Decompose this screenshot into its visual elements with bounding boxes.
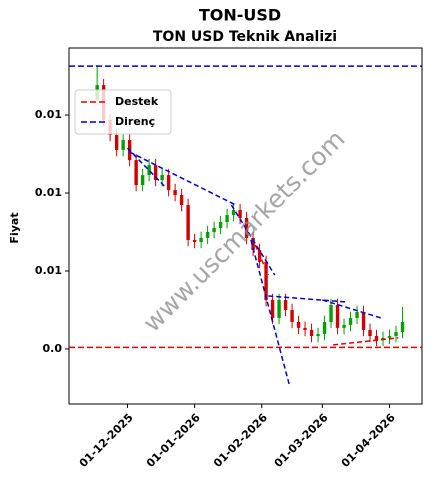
candle-body bbox=[140, 175, 145, 186]
candle-body bbox=[199, 237, 203, 242]
trend-line bbox=[268, 295, 347, 303]
candle-body bbox=[322, 321, 327, 334]
plot-frame bbox=[68, 47, 423, 405]
candle-body bbox=[361, 311, 366, 330]
candle-body bbox=[186, 205, 190, 240]
candle-body bbox=[238, 210, 242, 218]
candle-body bbox=[400, 321, 405, 332]
x-tick-label: 01-12-2025 bbox=[77, 411, 136, 470]
y-tick-label: 0.0 bbox=[43, 342, 63, 355]
candle-body bbox=[225, 215, 229, 223]
candle-body bbox=[121, 140, 125, 150]
trend-line bbox=[333, 337, 399, 346]
candle-body bbox=[173, 190, 177, 196]
trend-line bbox=[250, 239, 291, 388]
candle-body bbox=[134, 160, 138, 186]
candle-body bbox=[303, 327, 307, 330]
candle-body bbox=[205, 232, 210, 238]
legend-label: Direnç bbox=[115, 115, 155, 128]
candle-body bbox=[283, 299, 288, 310]
candle-body bbox=[329, 304, 333, 322]
legend-box bbox=[74, 89, 172, 135]
candle-body bbox=[355, 311, 359, 318]
candle-body bbox=[270, 299, 275, 318]
x-tick-label: 01-04-2026 bbox=[339, 411, 398, 470]
candle-body bbox=[160, 175, 164, 181]
legend-label: Destek bbox=[115, 95, 159, 108]
trend-line bbox=[129, 151, 237, 206]
chart-subtitle: TON USD Teknik Analizi bbox=[153, 29, 337, 45]
candle-body bbox=[179, 195, 184, 206]
candle-body bbox=[348, 317, 353, 325]
y-tick-label: 0.01 bbox=[35, 108, 62, 121]
candle-body bbox=[166, 175, 171, 191]
candle-body bbox=[218, 222, 223, 228]
x-tick-label: 01-01-2026 bbox=[144, 411, 203, 470]
candle-body bbox=[114, 135, 119, 150]
candle-body bbox=[244, 217, 249, 238]
y-tick-label: 0.01 bbox=[35, 186, 62, 199]
candle-body bbox=[251, 237, 255, 250]
candle-body bbox=[153, 165, 158, 181]
chart-title: TON-USD bbox=[199, 6, 281, 25]
legend: Destek Direnç bbox=[74, 89, 172, 135]
trend-line bbox=[322, 299, 382, 319]
candle-body bbox=[342, 324, 346, 328]
candle-body bbox=[264, 261, 268, 300]
candle-body bbox=[394, 331, 398, 337]
candle-body bbox=[147, 165, 151, 176]
x-tick-label: 01-02-2026 bbox=[211, 411, 270, 470]
watermark: www.uscmarkets.com bbox=[137, 124, 350, 337]
candle-body bbox=[277, 299, 281, 318]
candle-body bbox=[387, 336, 392, 338]
candle-body bbox=[316, 333, 320, 337]
y-axis-label: Fiyat bbox=[8, 212, 21, 243]
candle-body bbox=[212, 227, 216, 233]
candle-body bbox=[309, 329, 314, 337]
candle-body bbox=[374, 336, 379, 340]
candle-body bbox=[192, 239, 197, 242]
candle-body bbox=[368, 329, 372, 337]
candle-body bbox=[335, 304, 340, 328]
candle-body bbox=[231, 210, 236, 216]
y-tick-label: 0.01 bbox=[35, 264, 62, 277]
trend-line bbox=[230, 204, 276, 276]
candle-body bbox=[296, 321, 301, 328]
x-tick-label: 01-03-2026 bbox=[272, 411, 331, 470]
trend-line bbox=[254, 244, 269, 276]
candle-body bbox=[290, 309, 294, 322]
